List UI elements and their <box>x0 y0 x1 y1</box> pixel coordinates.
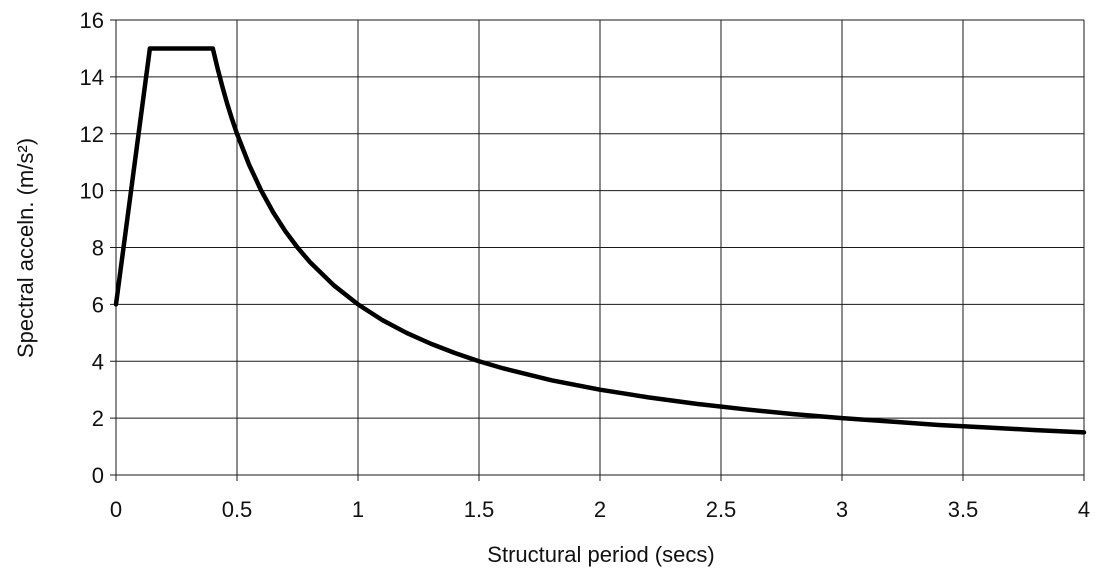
spectrum-curve <box>113 46 1087 435</box>
y-tick-label: 16 <box>80 8 104 33</box>
x-axis-label: Structural period (secs) <box>487 542 714 567</box>
x-tick-label: 2 <box>594 497 606 522</box>
y-tick-label: 6 <box>92 292 104 317</box>
x-tick-label: 0 <box>110 497 122 522</box>
x-tick-label: 1.5 <box>464 497 495 522</box>
x-tick-label: 3 <box>836 497 848 522</box>
grid <box>110 19 1085 481</box>
y-tick-label: 8 <box>92 236 104 261</box>
y-tick-label: 10 <box>80 179 104 204</box>
x-tick-label: 3.5 <box>948 497 979 522</box>
series-layer <box>113 46 1087 435</box>
y-tick-label: 12 <box>80 122 104 147</box>
x-tick-label: 4 <box>1078 497 1090 522</box>
y-tick-label: 2 <box>92 406 104 431</box>
x-tick-label: 0.5 <box>222 497 253 522</box>
y-tick-label: 14 <box>80 65 104 90</box>
y-tick-label: 4 <box>92 349 104 374</box>
tick-labels: 0 0.5 1 1.5 2 2.5 3 3.5 4 0 2 4 6 8 10 12 14 16 <box>80 8 1091 522</box>
y-tick-label: 0 <box>92 463 104 488</box>
x-tick-label: 2.5 <box>706 497 737 522</box>
y-axis-label: Spectral acceln. (m/s²) <box>13 138 38 358</box>
x-tick-label: 1 <box>352 497 364 522</box>
